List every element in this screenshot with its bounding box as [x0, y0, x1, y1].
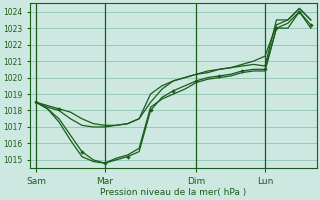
X-axis label: Pression niveau de la mer( hPa ): Pression niveau de la mer( hPa ) [100, 188, 247, 197]
